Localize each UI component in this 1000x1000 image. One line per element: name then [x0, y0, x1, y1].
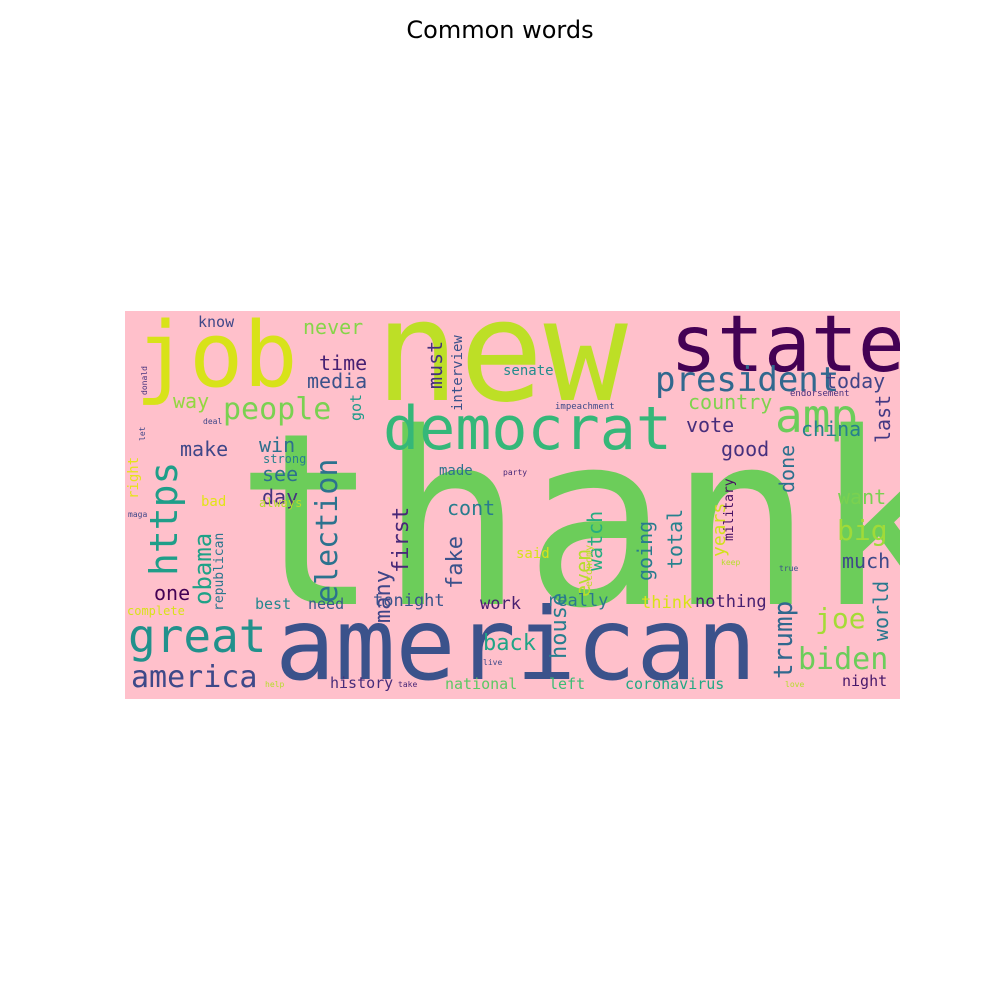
word-need: need [308, 595, 345, 613]
word-love: love [785, 680, 805, 689]
word-true: true [779, 564, 799, 573]
word-nothing: nothing [695, 592, 767, 612]
word-strong: strong [263, 452, 307, 466]
word-want: want [838, 485, 887, 509]
word-today: today [825, 369, 886, 393]
word-see: see [262, 462, 299, 486]
word-donald: donald [140, 366, 149, 395]
word-https: https [142, 461, 186, 576]
word-military: military [722, 478, 737, 541]
word-senate: senate [503, 363, 554, 379]
word-time: time [319, 351, 368, 375]
word-history: history [330, 674, 394, 692]
chart-title: Common words [406, 16, 594, 44]
word-national: national [445, 675, 518, 693]
word-republican: republican [212, 532, 227, 611]
word-much: much [842, 549, 891, 573]
word-election: election [310, 458, 345, 604]
word-maga: maga [128, 510, 148, 519]
word-thank: thank [235, 381, 900, 661]
word-cont: cont [447, 496, 496, 520]
word-country: country [688, 390, 773, 414]
word-night: night [842, 672, 888, 690]
word-fake: fake [443, 536, 468, 589]
word-make: make [180, 437, 229, 461]
word-take: take [398, 680, 418, 689]
word-biden: biden [798, 642, 889, 677]
word-first: first [389, 506, 414, 573]
word-great: great [128, 609, 267, 663]
word-america: america [131, 660, 258, 695]
word-vote: vote [686, 413, 735, 437]
word-media: media [307, 369, 368, 393]
word-state: state [670, 311, 900, 390]
word-good: good [721, 437, 770, 461]
word-right: right [126, 456, 142, 499]
word-party: party [503, 468, 528, 477]
word-back: back [483, 631, 536, 656]
word-left: left [549, 675, 586, 693]
word-big: big [837, 514, 888, 547]
word-economy: economy [584, 544, 595, 587]
word-china: china [801, 417, 862, 441]
word-going: going [633, 520, 657, 581]
word-people: people [223, 392, 332, 427]
word-joe: joe [815, 602, 866, 635]
word-last: last [871, 394, 895, 443]
word-new: new [375, 311, 628, 434]
word-work: work [480, 594, 521, 614]
word-deal: deal [203, 417, 223, 426]
word-way: way [173, 389, 210, 413]
word-trump: trump [769, 600, 799, 679]
word-must: must [423, 340, 447, 389]
word-live: live [483, 658, 503, 667]
word-one: one [154, 581, 191, 605]
word-know: know [198, 313, 235, 331]
word-tonight: tonight [373, 591, 445, 611]
word-world: world [869, 580, 893, 641]
word-cloud: thank new american state job democrat great htt… [125, 311, 900, 699]
word-bad: bad [201, 494, 227, 510]
word-let: let [138, 426, 147, 441]
word-never: never [303, 315, 364, 339]
word-win: win [259, 433, 296, 457]
word-president: president [655, 360, 840, 400]
word-impeachment: impeachment [555, 402, 615, 412]
word-help: help [265, 680, 285, 689]
word-endorsement: endorsement [790, 389, 850, 399]
word-coronavirus: coronavirus [625, 675, 725, 693]
word-done: done [775, 444, 799, 493]
word-said: said [516, 546, 550, 562]
word-american: american [275, 586, 757, 699]
word-job: job [135, 311, 298, 408]
word-best: best [255, 595, 292, 613]
word-democrat: democrat [383, 394, 672, 464]
word-interview: interview [450, 335, 466, 411]
word-amp: amp [775, 389, 859, 443]
word-made: made [439, 463, 473, 479]
word-total: total [663, 508, 687, 569]
word-always: always [259, 496, 303, 510]
word-really: really [547, 591, 609, 611]
word-complete: complete [127, 604, 185, 618]
word-keep: keep [721, 558, 741, 567]
word-got: got [347, 393, 365, 421]
word-think: think [641, 593, 693, 613]
word-day: day [262, 485, 299, 509]
